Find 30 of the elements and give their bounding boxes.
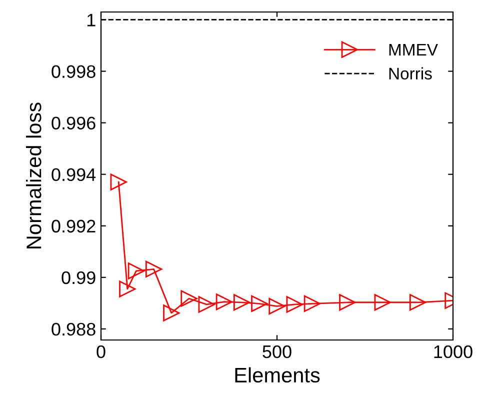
point <box>119 280 136 298</box>
point <box>198 296 215 313</box>
y-tick-label: 0.992 <box>52 220 96 233</box>
point <box>110 174 127 190</box>
y-tick-label: 0.998 <box>52 65 96 78</box>
y-tick-label: 0.988 <box>52 322 96 336</box>
x-tick-label: 1000 <box>434 345 472 358</box>
x-tick-label: 500 <box>262 345 292 358</box>
x-tick-label: 0 <box>96 345 106 358</box>
point <box>304 295 321 312</box>
point <box>374 294 391 311</box>
y-tick-label: 1 <box>87 14 96 26</box>
point <box>145 260 162 278</box>
y-tick-label: 0.994 <box>52 168 96 182</box>
point <box>409 294 426 311</box>
point <box>286 296 303 313</box>
point <box>268 298 286 315</box>
point <box>233 294 250 311</box>
point <box>180 290 198 307</box>
x-axis-title: Elements <box>235 367 320 383</box>
point <box>128 262 145 280</box>
y-axis-title: Normalized loss <box>26 102 42 248</box>
y-tick-label: 0.99 <box>62 271 96 284</box>
point <box>216 294 233 310</box>
legend-label: MMEV <box>389 44 438 56</box>
point <box>339 294 356 311</box>
legend-label: Norris <box>389 67 432 80</box>
y-tick-label: 0.996 <box>52 116 96 130</box>
point <box>163 304 180 322</box>
point <box>251 295 268 312</box>
